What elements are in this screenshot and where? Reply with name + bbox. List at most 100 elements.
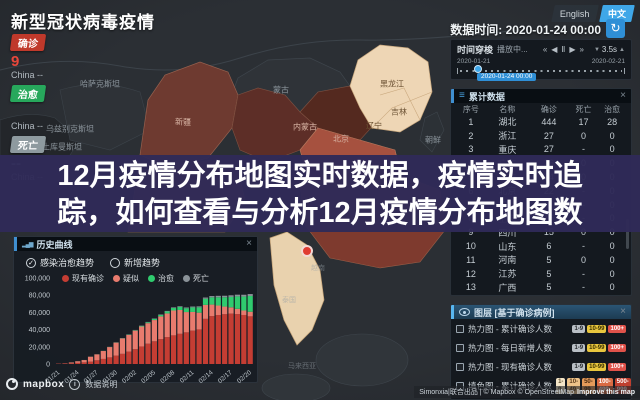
bar-治愈-02/06[interactable]	[158, 314, 164, 317]
timeline-track[interactable]	[457, 68, 625, 74]
improve-map-link[interactable]: Improve this map	[577, 388, 635, 396]
close-icon[interactable]: ×	[620, 306, 626, 317]
bar-现有确诊-02/19[interactable]	[241, 314, 247, 364]
table-row[interactable]: 12 江苏 5 - 0	[451, 267, 631, 281]
indochina-region[interactable]	[269, 231, 325, 346]
bar-死亡-02/18[interactable]	[234, 294, 241, 297]
bar-现有确诊-01/31[interactable]	[119, 353, 126, 364]
legend-item-死亡[interactable]: 死亡	[183, 273, 209, 284]
trend-radio-0[interactable]: ✓ 感染治愈趋势	[26, 256, 94, 269]
bar-治愈-02/14[interactable]	[209, 297, 215, 305]
bar-现有确诊-02/09[interactable]	[177, 333, 183, 364]
bar-现有确诊-02/12[interactable]	[196, 329, 202, 364]
bar-疑似-01/27[interactable]	[94, 354, 100, 361]
step-back-icon[interactable]: ◀	[551, 45, 558, 54]
layer-checkbox[interactable]	[456, 324, 464, 333]
bar-疑似-01/31[interactable]	[119, 338, 126, 354]
mapbox-wordmark[interactable]: mapbox	[23, 378, 65, 390]
bar-疑似-02/03[interactable]	[139, 326, 145, 347]
bar-现有确诊-02/18[interactable]	[234, 314, 241, 364]
bar-现有确诊-02/02[interactable]	[132, 349, 138, 364]
bar-疑似-02/19[interactable]	[241, 310, 247, 315]
bar-治愈-02/09[interactable]	[177, 306, 183, 310]
bar-治愈-02/04[interactable]	[145, 322, 151, 324]
bar-死亡-02/09[interactable]	[177, 306, 183, 307]
bar-死亡-02/14[interactable]	[209, 296, 215, 298]
bar-治愈-02/08[interactable]	[170, 308, 177, 311]
bar-现有确诊-01/28[interactable]	[100, 358, 106, 364]
bar-疑似-02/01[interactable]	[126, 334, 132, 352]
bar-死亡-02/12[interactable]	[196, 306, 202, 308]
bar-现有确诊-01/29[interactable]	[107, 357, 113, 364]
refresh-icon[interactable]: ↻	[606, 19, 625, 38]
bar-疑似-02/08[interactable]	[170, 310, 177, 336]
table-row[interactable]: 1 湖北 444 17 28	[451, 115, 631, 129]
bar-现有确诊-01/26[interactable]	[87, 361, 94, 364]
bar-现有确诊-02/14[interactable]	[209, 316, 215, 364]
bar-现有确诊-02/05[interactable]	[151, 341, 157, 364]
speed-up-icon[interactable]: ▲	[619, 46, 625, 53]
bar-疑似-01/25[interactable]	[81, 360, 87, 363]
bar-治愈-02/17[interactable]	[228, 296, 234, 308]
bar-治愈-02/18[interactable]	[234, 296, 241, 309]
table-row[interactable]: 2 浙江 27 0 0	[451, 129, 631, 143]
outbreak-marker-icon[interactable]	[301, 245, 313, 257]
bar-治愈-02/19[interactable]	[241, 296, 247, 311]
bar-治愈-02/13[interactable]	[202, 298, 209, 305]
bar-现有确诊-02/16[interactable]	[222, 314, 228, 364]
bar-死亡-02/07[interactable]	[164, 310, 170, 312]
bar-治愈-02/07[interactable]	[164, 311, 170, 314]
table-row[interactable]: 13 广西 5 - 0	[451, 281, 631, 295]
bar-现有确诊-01/23[interactable]	[68, 363, 74, 364]
bar-现有确诊-02/07[interactable]	[164, 337, 170, 364]
bar-死亡-02/11[interactable]	[190, 306, 196, 308]
table-row[interactable]: 3 重庆 27 - 0	[451, 143, 631, 157]
bar-疑似-02/17[interactable]	[228, 307, 234, 314]
bar-治愈-02/05[interactable]	[151, 318, 157, 321]
bar-疑似-02/09[interactable]	[177, 309, 183, 334]
bar-疑似-02/07[interactable]	[164, 313, 170, 338]
bar-疑似-02/11[interactable]	[190, 311, 196, 331]
bar-现有确诊-01/27[interactable]	[94, 360, 100, 364]
bar-疑似-02/16[interactable]	[222, 306, 228, 315]
bar-死亡-02/19[interactable]	[241, 294, 247, 297]
bar-现有确诊-02/10[interactable]	[183, 332, 189, 364]
bar-疑似-01/26[interactable]	[87, 356, 94, 362]
trend-radio-1[interactable]: 新增趋势	[110, 256, 160, 269]
bar-死亡-02/13[interactable]	[202, 297, 209, 299]
bar-治愈-02/11[interactable]	[190, 307, 196, 312]
language-english-button[interactable]: English	[551, 5, 599, 22]
bar-疑似-01/23[interactable]	[68, 362, 74, 364]
bar-现有确诊-02/04[interactable]	[145, 343, 151, 364]
layer-checkbox[interactable]	[456, 343, 464, 352]
bar-疑似-02/10[interactable]	[183, 312, 189, 333]
bar-现有确诊-02/01[interactable]	[126, 351, 132, 364]
table-row[interactable]: 10 山东 6 - 0	[451, 239, 631, 253]
speed-down-icon[interactable]: ▼	[593, 46, 600, 53]
bar-现有确诊-01/30[interactable]	[113, 355, 119, 364]
bar-疑似-01/30[interactable]	[113, 342, 119, 356]
close-icon[interactable]: ×	[246, 238, 252, 249]
bar-治愈-02/12[interactable]	[196, 307, 202, 313]
bar-疑似-02/04[interactable]	[145, 323, 151, 344]
layer-checkbox[interactable]	[456, 362, 464, 371]
bar-死亡-02/20[interactable]	[247, 294, 253, 296]
legend-item-现有确诊[interactable]: 现有确诊	[62, 273, 104, 284]
bar-现有确诊-02/17[interactable]	[228, 313, 234, 364]
bar-死亡-02/15[interactable]	[215, 295, 221, 298]
bar-现有确诊-02/20[interactable]	[247, 316, 253, 364]
bar-疑似-02/14[interactable]	[209, 304, 215, 317]
rewind-icon[interactable]: «	[542, 45, 548, 54]
bar-现有确诊-02/13[interactable]	[202, 318, 209, 364]
bar-疑似-02/13[interactable]	[202, 304, 209, 319]
table-row[interactable]: 11 河南 5 0 0	[451, 253, 631, 267]
bar-死亡-02/16[interactable]	[222, 295, 228, 298]
pause-icon[interactable]: Ⅱ	[561, 45, 566, 54]
bar-治愈-02/15[interactable]	[215, 297, 221, 306]
bar-现有确诊-02/03[interactable]	[139, 346, 145, 364]
bar-死亡-02/08[interactable]	[170, 307, 177, 309]
bar-死亡-02/10[interactable]	[183, 307, 189, 309]
close-icon[interactable]: ×	[620, 90, 626, 101]
data-note-link[interactable]: 数据说明	[85, 379, 118, 389]
